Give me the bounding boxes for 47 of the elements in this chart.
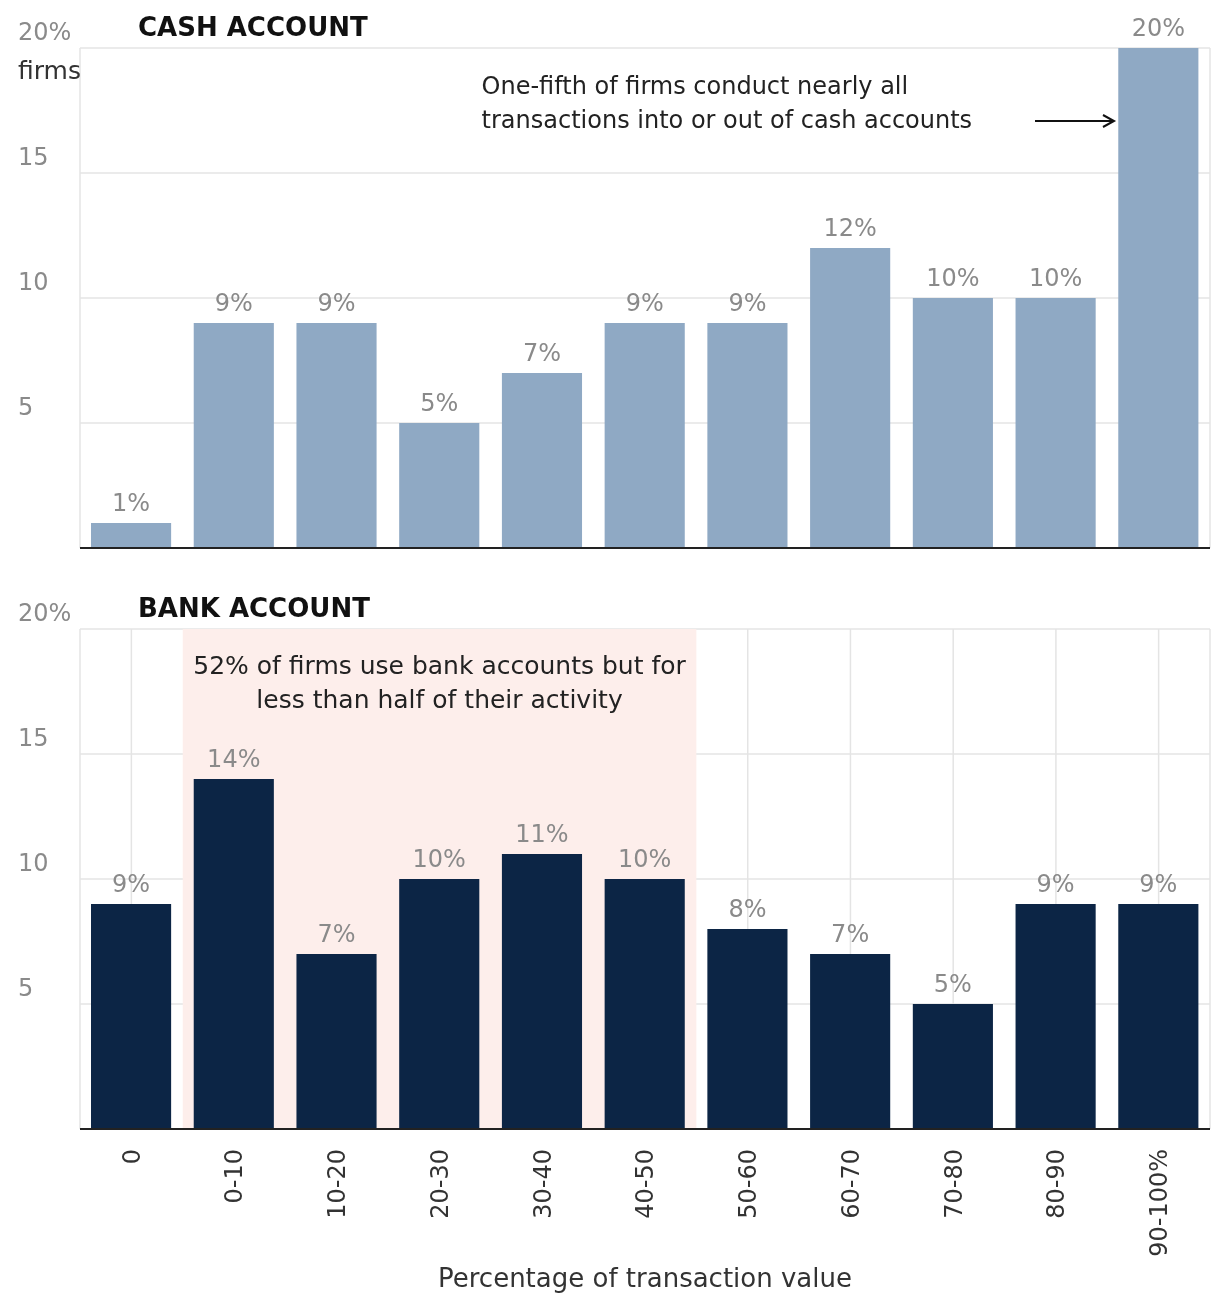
data-label: 7% — [522, 339, 562, 367]
y-tick-label: 15 — [18, 143, 49, 171]
x-tick-label: 90-100% — [1145, 1149, 1174, 1257]
data-label: 9% — [1036, 870, 1075, 898]
data-label: 9% — [214, 289, 253, 317]
data-label: 10% — [1028, 264, 1083, 292]
x-tick-label: 10-20 — [323, 1149, 352, 1219]
data-label: 7% — [831, 920, 870, 948]
x-tick-label: 50-60 — [734, 1149, 763, 1219]
data-label: 10% — [412, 845, 466, 873]
data-label: 9% — [625, 289, 664, 317]
data-label: 8% — [728, 895, 767, 923]
x-tick-label: 70-80 — [939, 1149, 968, 1219]
x-tick-label: 80-90 — [1042, 1149, 1071, 1219]
chart-title: BANK ACCOUNT — [138, 593, 370, 623]
chart-title: CASH ACCOUNT — [138, 12, 368, 42]
y-tick-label: 10 — [18, 849, 49, 877]
x-tick-label: 40-50 — [631, 1149, 660, 1219]
data-label: 11% — [515, 820, 569, 848]
data-label: 1% — [112, 489, 151, 517]
data-label: 7% — [317, 920, 356, 948]
y-tick-label: 20% — [18, 18, 72, 46]
y-axis-title: firms — [18, 56, 81, 85]
annotation: One-fifth of firms conduct nearly all transactions into or out of cash accounts — [481, 70, 974, 136]
y-tick-label: 5 — [18, 974, 34, 1002]
data-label: 12% — [823, 214, 877, 242]
x-tick-label: 0-10 — [220, 1149, 249, 1204]
data-label: 5% — [933, 970, 972, 998]
x-axis-title: Percentage of transaction value — [437, 1263, 853, 1293]
y-tick-label: 10 — [18, 268, 49, 296]
data-label: 5% — [420, 389, 459, 417]
data-label: 10% — [618, 845, 672, 873]
band-label: 52% of firms use bank accounts but for less than half of their activity — [192, 650, 687, 716]
data-label: 20% — [1131, 14, 1186, 42]
data-label: 10% — [926, 264, 980, 292]
data-label: 9% — [317, 289, 356, 317]
y-tick-label: 5 — [18, 393, 34, 421]
data-label: 9% — [728, 289, 767, 317]
y-tick-label: 20% — [18, 599, 72, 627]
x-tick-label: 0 — [117, 1149, 146, 1165]
y-tick-label: 15 — [18, 724, 49, 752]
x-tick-label: 30-40 — [528, 1149, 557, 1219]
data-label: 9% — [1139, 870, 1178, 898]
data-label: 14% — [207, 745, 261, 773]
data-label: 9% — [112, 870, 151, 898]
x-tick-label: 60-70 — [836, 1149, 865, 1219]
x-tick-label: 20-30 — [425, 1149, 454, 1219]
